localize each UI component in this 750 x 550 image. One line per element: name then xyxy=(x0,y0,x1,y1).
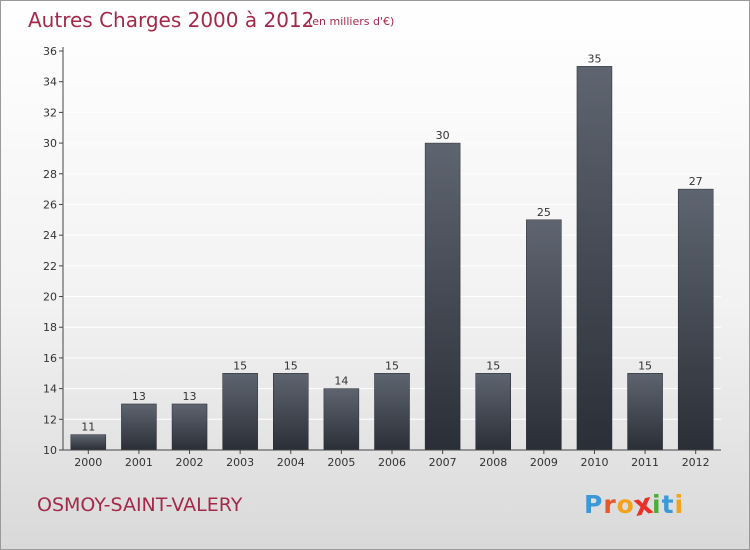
y-tick-label: 32 xyxy=(43,106,57,119)
y-tick-label: 12 xyxy=(43,413,57,426)
logo-letter: P xyxy=(584,490,604,519)
bar xyxy=(222,373,258,451)
logo-letter: i xyxy=(652,490,662,519)
y-tick-label: 24 xyxy=(43,229,57,242)
bar xyxy=(273,373,309,451)
x-tick-label: 2002 xyxy=(176,456,204,469)
data-label: 15 xyxy=(486,359,500,372)
axes: 10 12 14 16 18 20 22 24 26 28 30 32 34 36 2000 2001 2002… xyxy=(43,45,721,469)
x-tick-label: 2009 xyxy=(530,456,558,469)
bar xyxy=(374,373,410,451)
y-tick-label: 14 xyxy=(43,383,57,396)
y-tick-label: 28 xyxy=(43,168,57,181)
y-tick-label: 20 xyxy=(43,291,57,304)
bar xyxy=(70,434,107,451)
bar xyxy=(526,219,562,451)
y-tick-label: 26 xyxy=(43,198,57,211)
bar xyxy=(576,66,613,451)
data-label: 15 xyxy=(284,359,298,372)
bar xyxy=(323,388,360,451)
x-tick-label: 2005 xyxy=(327,456,355,469)
logo-letter: t xyxy=(661,490,675,519)
bar xyxy=(677,188,714,451)
bar xyxy=(627,373,663,451)
bars: 11 13 13 15 15 14 15 30 15 25 35 15 27 xyxy=(70,52,714,451)
y-tick-label: 22 xyxy=(43,260,57,273)
bar xyxy=(475,373,511,451)
x-tick-label: 2003 xyxy=(226,456,254,469)
data-label: 13 xyxy=(132,390,146,403)
data-label: 25 xyxy=(537,206,551,219)
x-tick-label: 2007 xyxy=(429,456,457,469)
logo-letter: r xyxy=(603,490,617,519)
y-tick-label: 34 xyxy=(43,76,57,89)
logo-letter: o xyxy=(616,490,635,519)
x-tick-label: 2011 xyxy=(631,456,659,469)
y-tick-label: 36 xyxy=(43,45,57,58)
data-label: 35 xyxy=(587,52,601,65)
y-tick-label: 30 xyxy=(43,137,57,150)
x-tick-label: 2010 xyxy=(580,456,608,469)
bar xyxy=(171,403,208,451)
proxiti-logo: Proxiti xyxy=(584,486,685,523)
x-tick-label: 2006 xyxy=(378,456,406,469)
x-tick-label: 2000 xyxy=(74,456,102,469)
bar xyxy=(424,142,461,451)
chart-unit: (en milliers d'€) xyxy=(308,15,395,28)
data-label: 27 xyxy=(689,175,703,188)
data-label: 15 xyxy=(638,359,652,372)
data-label: 14 xyxy=(334,375,348,388)
x-tick-label: 2012 xyxy=(682,456,710,469)
chart-title: Autres Charges 2000 à 2012 xyxy=(28,8,315,32)
data-label: 11 xyxy=(81,421,95,434)
y-tick-label: 16 xyxy=(43,352,57,365)
data-label: 13 xyxy=(183,390,197,403)
bar xyxy=(121,403,157,451)
data-label: 15 xyxy=(233,359,247,372)
y-tick-label: 10 xyxy=(43,444,57,457)
commune-name: OSMOY-SAINT-VALERY xyxy=(37,494,243,516)
data-label: 15 xyxy=(385,359,399,372)
y-tick-label: 18 xyxy=(43,321,57,334)
data-label: 30 xyxy=(436,129,450,142)
x-tick-label: 2001 xyxy=(125,456,153,469)
x-tick-label: 2008 xyxy=(479,456,507,469)
logo-letter: i xyxy=(674,490,685,519)
x-tick-label: 2004 xyxy=(277,456,305,469)
